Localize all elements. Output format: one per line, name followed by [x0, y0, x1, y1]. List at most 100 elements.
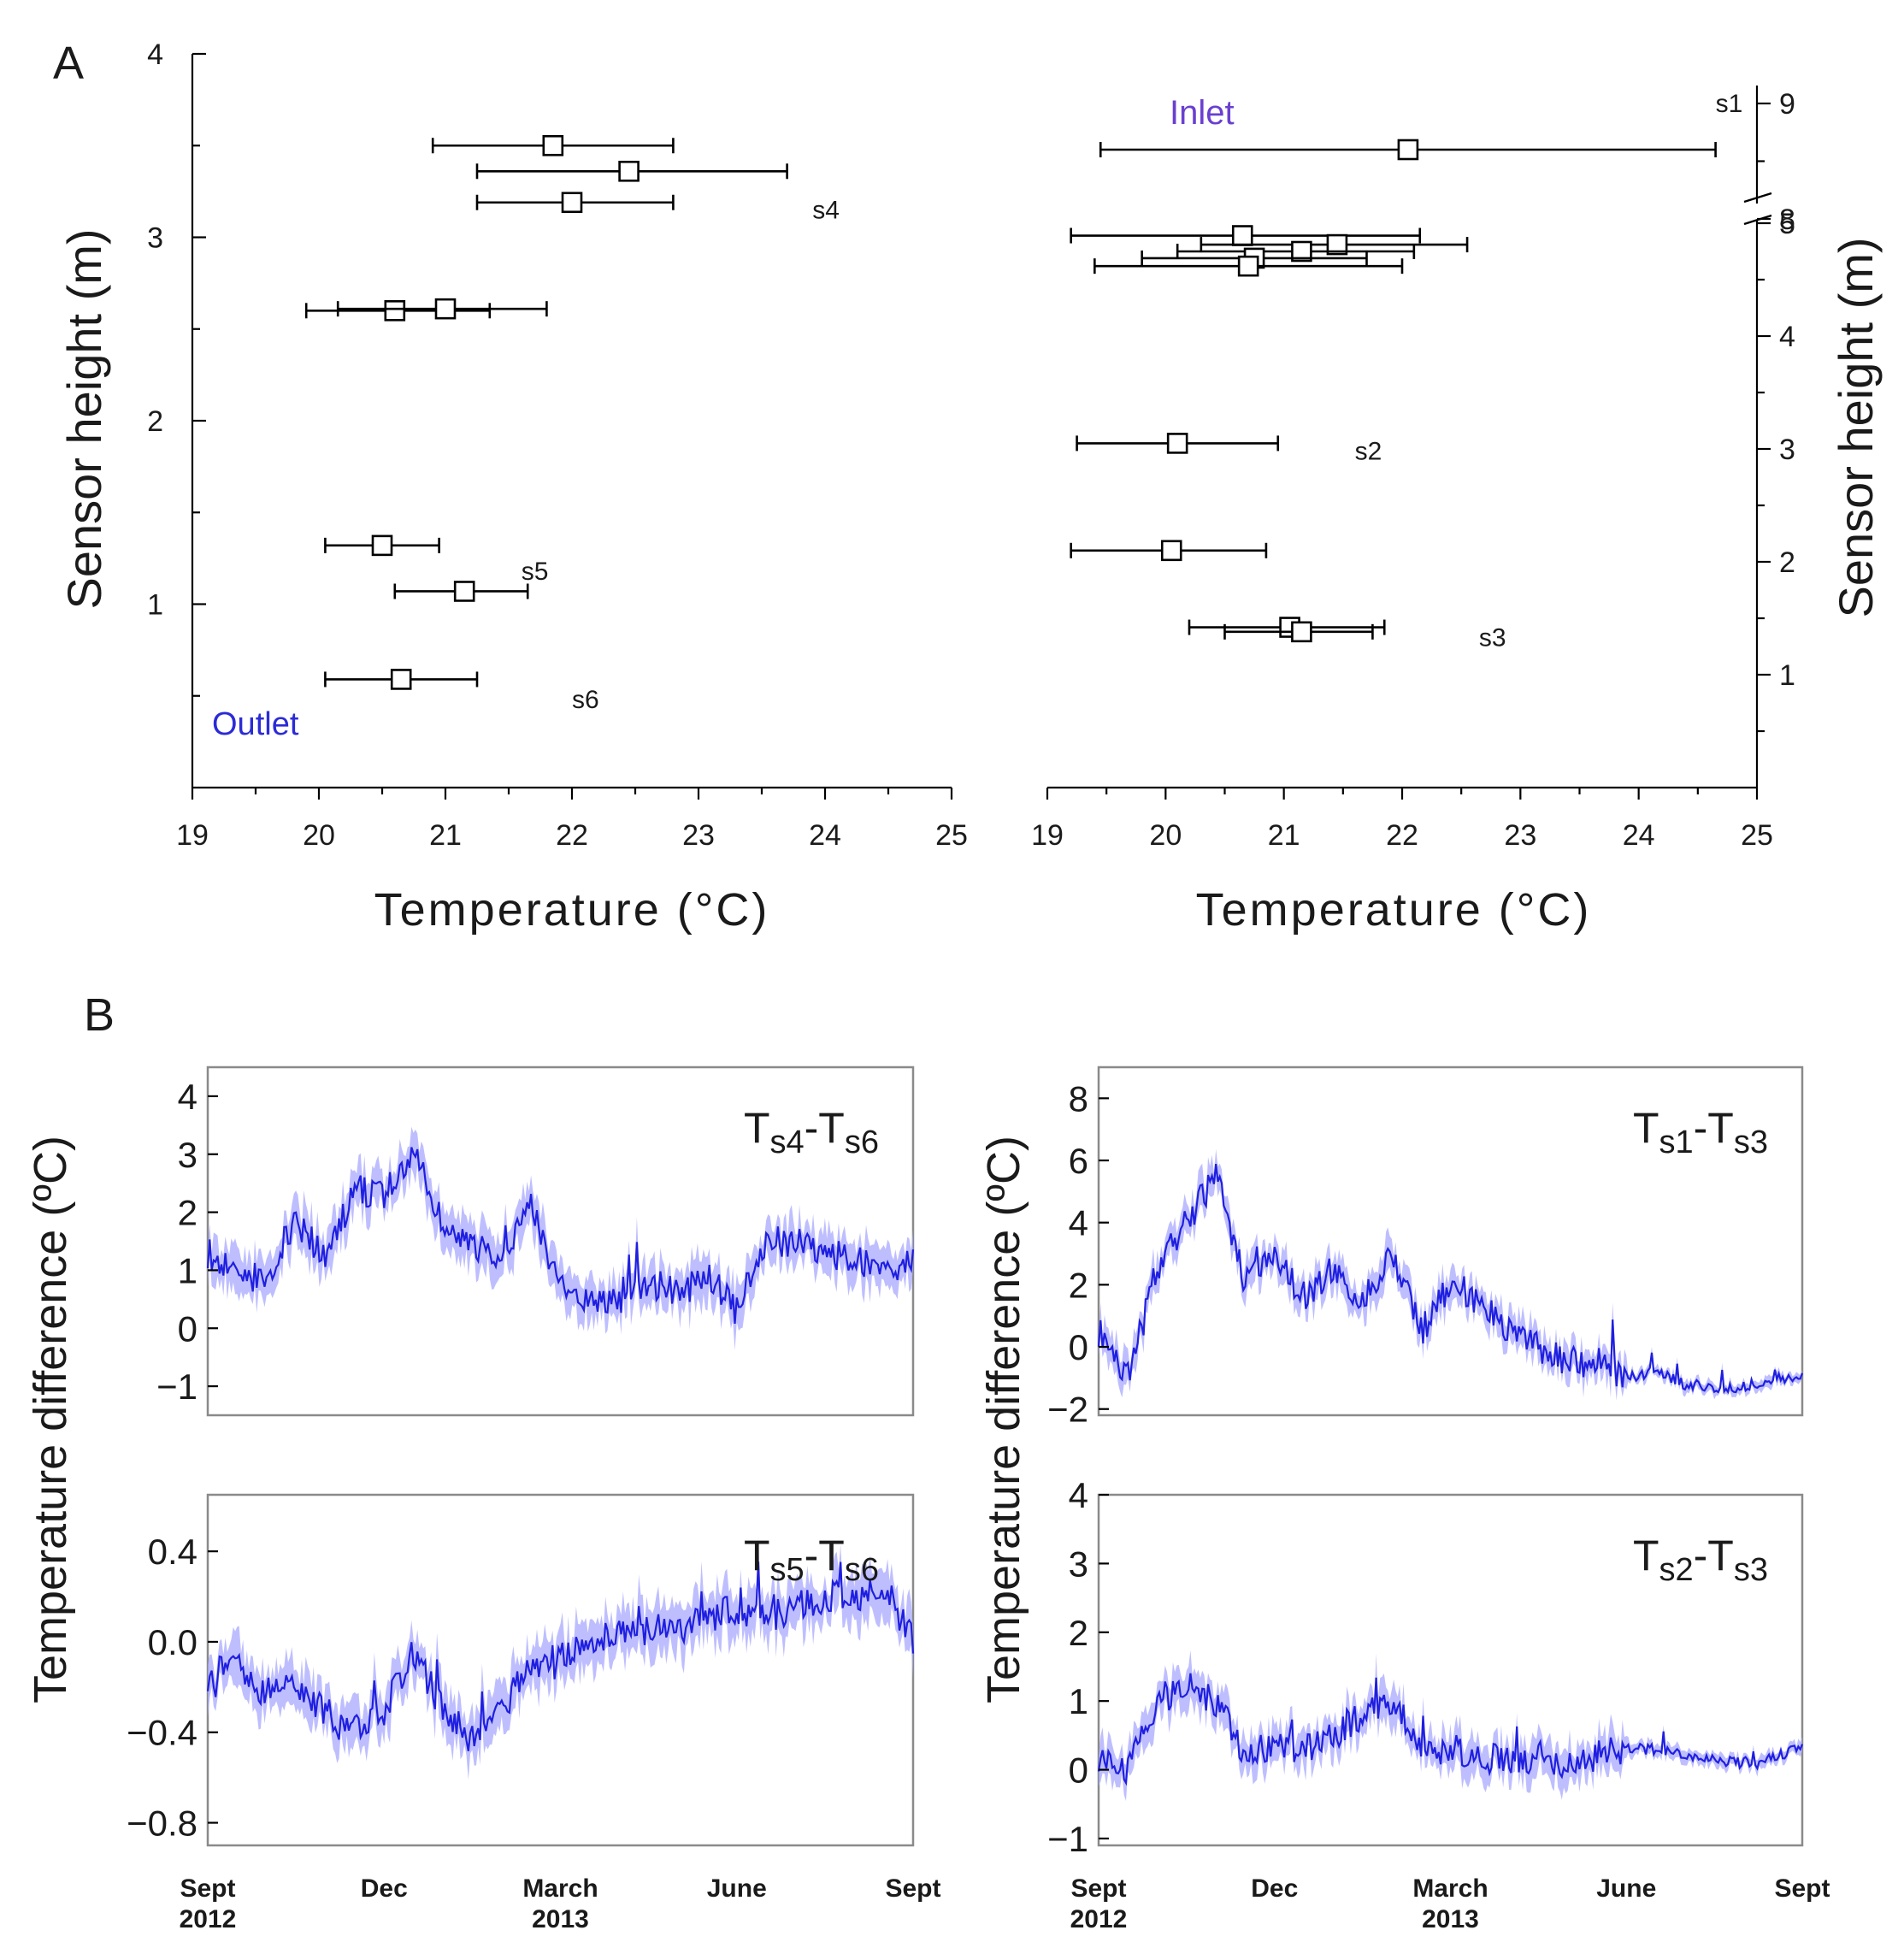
data-point — [434, 298, 457, 320]
data-point — [561, 192, 583, 214]
x-tick-label: 23 — [682, 819, 715, 852]
time-tick-month: March — [1412, 1874, 1488, 1903]
data-point — [1326, 233, 1348, 256]
panel-b-ts5-ts6: 0.4 0.0 −0.4 −0.8 Ts5-Ts6 — [127, 1493, 915, 1847]
outlet-label: Outlet — [212, 706, 299, 742]
sensor-label: s5 — [522, 558, 549, 586]
a-right-x-axis-label: Temperature (°C) — [1196, 884, 1592, 936]
y-tick-label: 2 — [1069, 1265, 1088, 1305]
panel-b-ts1-ts3: 8 6 4 2 0 −2 Ts1-Ts3 — [1047, 1065, 1804, 1430]
panel-b-ts2-ts3: 4 3 2 1 0 −1 Ts2-Ts3 — [1047, 1475, 1804, 1859]
y-tick-label: 8 — [1069, 1078, 1088, 1119]
data-point — [453, 581, 475, 602]
data-point — [371, 534, 393, 557]
time-tick-year: 2012 — [180, 1905, 237, 1933]
x-tick-label: 20 — [1149, 819, 1182, 852]
a-right-marks — [1070, 139, 1717, 643]
y-tick-label: 0 — [1069, 1327, 1088, 1367]
y-tick-label: 3 — [1779, 434, 1795, 466]
y-tick-label: −0.4 — [127, 1713, 197, 1753]
uncertainty-band — [208, 1126, 913, 1350]
x-tick-label: 20 — [303, 819, 335, 852]
y-tick-label: 2 — [1779, 546, 1795, 579]
x-tick-label: 21 — [1268, 819, 1300, 852]
y-tick-label: −1 — [1047, 1819, 1088, 1859]
time-tick-year: 2013 — [532, 1905, 589, 1933]
time-tick-year: 2013 — [1422, 1905, 1479, 1933]
y-tick-label: 4 — [1069, 1203, 1088, 1243]
x-tick-label: 24 — [1623, 819, 1655, 852]
panel-label-a: A — [53, 38, 84, 89]
series-title: Ts4-Ts6 — [744, 1104, 879, 1160]
b-right-y-axis-label: Temperature difference (ºC) — [978, 1136, 1029, 1703]
sensor-label: s1 — [1716, 90, 1743, 118]
x-tick-label: 22 — [556, 819, 588, 852]
a-right-ticks — [1046, 102, 1771, 800]
data-point — [618, 160, 640, 182]
y-tick-label: 1 — [147, 589, 163, 622]
series-line — [206, 1561, 915, 1751]
series-line — [1097, 1673, 1804, 1786]
x-tick-label: 19 — [176, 819, 209, 852]
data-point — [1291, 240, 1312, 263]
y-tick-label: 3 — [147, 222, 163, 255]
y-tick-label: 4 — [1069, 1475, 1088, 1515]
data-point — [1291, 621, 1312, 643]
y-tick-label: 1 — [178, 1250, 197, 1290]
time-tick-month: Sept — [1774, 1874, 1830, 1903]
a-left-x-axis-label: Temperature (°C) — [374, 884, 770, 936]
a-left-y-axis-label: Sensor height (m) — [57, 228, 111, 609]
y-tick-label: 4 — [178, 1077, 197, 1117]
y-tick-label: 1 — [1779, 659, 1795, 692]
time-tick-month: June — [707, 1874, 767, 1903]
y-tick-label: 0 — [1069, 1750, 1088, 1791]
panel-b-ts4-ts6: 4 3 2 1 0 −1 Ts4-Ts6 — [156, 1065, 915, 1417]
b-left-y-axis-label: Temperature difference (ºC) — [25, 1136, 76, 1703]
y-tick-label: 1 — [1069, 1681, 1088, 1721]
uncertainty-band — [1099, 1148, 1802, 1401]
y-tick-label: 6 — [1069, 1141, 1088, 1181]
plot-frame — [1097, 1065, 1804, 1417]
data-point — [1160, 540, 1182, 562]
y-tick-label: 8 — [1779, 204, 1795, 236]
y-tick-label: −2 — [1047, 1390, 1088, 1430]
a-left-ticks — [191, 52, 953, 800]
data-point — [1231, 225, 1253, 246]
y-tick-label: 0.0 — [148, 1622, 197, 1662]
y-tick-label: −0.8 — [127, 1803, 197, 1844]
time-tick-year: 2012 — [1070, 1905, 1128, 1933]
y-tick-label: 0 — [178, 1308, 197, 1349]
y-tick-label: −1 — [156, 1367, 197, 1407]
y-tick-label: 5 — [1779, 208, 1795, 240]
plot-frame — [1097, 1493, 1804, 1847]
time-tick-month: March — [522, 1874, 598, 1903]
a-right-sensor-labels: s1 s2 s3 — [1355, 90, 1743, 652]
a-left-sensor-labels: s4 s5 s6 — [522, 196, 840, 714]
x-tick-label: 22 — [1386, 819, 1418, 852]
time-tick-month: Dec — [1251, 1874, 1298, 1903]
time-tick-month: Dec — [361, 1874, 408, 1903]
x-tick-label: 19 — [1031, 819, 1064, 852]
y-tick-label: 0.4 — [148, 1532, 197, 1572]
a-left-marks — [304, 134, 788, 690]
data-point — [1166, 433, 1188, 454]
y-tick-label: 2 — [1069, 1613, 1088, 1653]
time-tick-month: Sept — [1070, 1874, 1126, 1903]
y-tick-label: 4 — [147, 38, 163, 71]
x-tick-label: 25 — [935, 819, 968, 852]
time-tick-month: Sept — [885, 1874, 940, 1903]
y-tick-label: 2 — [178, 1193, 197, 1233]
x-tick-label: 23 — [1504, 819, 1536, 852]
data-point — [384, 299, 406, 322]
time-tick-month: June — [1596, 1874, 1656, 1903]
data-point — [542, 134, 564, 156]
data-point — [1397, 139, 1419, 161]
y-tick-label: 2 — [147, 405, 163, 438]
sensor-label: s6 — [572, 686, 599, 714]
sensor-label: s2 — [1355, 438, 1382, 466]
y-tick-label: 4 — [1779, 321, 1795, 353]
